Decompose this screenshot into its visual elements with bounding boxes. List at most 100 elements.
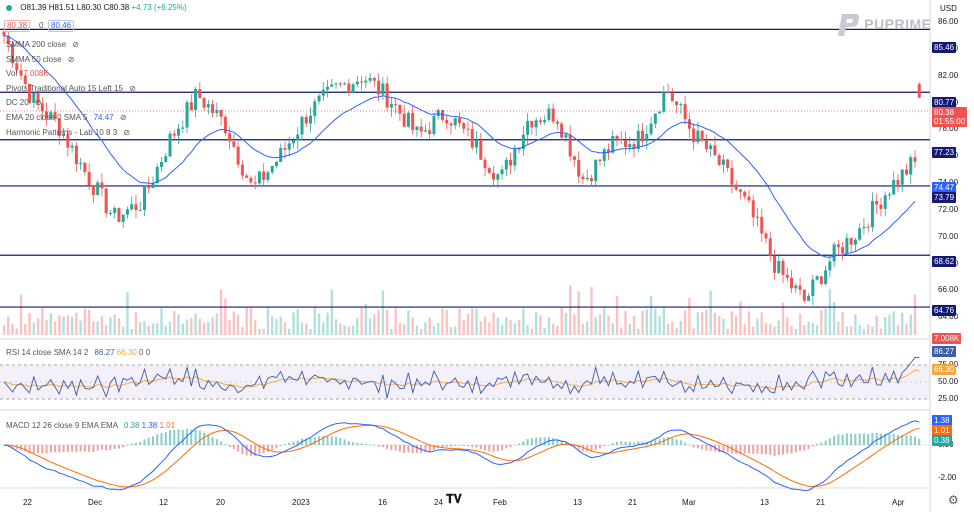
visibility-toggle-icon[interactable]: ⊘ <box>32 98 42 108</box>
price-tick-label: 66.00 <box>938 285 959 295</box>
buy-price-button[interactable]: 80.46 <box>48 20 75 32</box>
candle-body <box>649 123 653 134</box>
candle-body <box>228 133 232 142</box>
visibility-toggle-icon[interactable]: ⊘ <box>65 54 75 64</box>
macd-histogram-bar <box>88 445 91 452</box>
volume-bar <box>773 326 776 335</box>
candle-body <box>385 83 389 108</box>
indicator-legend-item[interactable]: SMMA 50 close ⊘ <box>6 55 75 64</box>
macd-histogram-bar <box>258 445 261 455</box>
candle-body <box>858 228 862 240</box>
macd-histogram-bar <box>773 445 776 456</box>
volume-bar <box>75 312 78 335</box>
macd-histogram-bar <box>237 445 240 452</box>
candle-body <box>317 95 321 102</box>
volume-bar <box>424 322 427 335</box>
macd-histogram-bar <box>820 442 823 445</box>
macd-histogram-bar <box>692 445 695 448</box>
visibility-toggle-icon[interactable]: ⊘ <box>126 83 136 93</box>
candle-body <box>23 75 27 84</box>
rsi-legend-v1: 86.27 <box>94 348 115 357</box>
candle-body <box>40 103 44 112</box>
volume-bar <box>219 289 223 335</box>
volume-bar <box>649 295 653 335</box>
candle-body <box>398 104 402 114</box>
volume-bar <box>317 313 321 335</box>
visibility-toggle-icon[interactable]: ⊘ <box>121 127 131 137</box>
macd-histogram-bar <box>888 434 891 445</box>
volume-bar <box>441 308 444 335</box>
candle-body <box>232 141 236 147</box>
macd-histogram-bar <box>526 439 529 445</box>
macd-histogram-bar <box>309 437 312 445</box>
volume-bar <box>705 309 708 335</box>
macd-histogram-bar <box>313 436 316 445</box>
indicator-legend-item[interactable]: Vol 7.008K <box>6 69 49 78</box>
candle-body <box>500 169 504 175</box>
candle-body <box>870 201 874 228</box>
volume-bar <box>888 314 891 335</box>
macd-series <box>3 420 921 492</box>
indicator-legend-item[interactable]: SMMA 200 close ⊘ <box>6 40 79 49</box>
volume-bar <box>475 308 478 335</box>
macd-histogram-bar <box>807 445 810 450</box>
volume-bar <box>330 289 333 335</box>
candle-body <box>662 91 666 112</box>
candle-body <box>45 111 49 119</box>
candle-body <box>313 101 317 116</box>
time-tick-label: 21 <box>816 498 825 507</box>
settings-gear-icon[interactable]: ⚙ <box>948 493 959 507</box>
candle-body <box>619 139 623 141</box>
level-label-80-77: 80.77 <box>932 97 957 108</box>
volume-bar <box>505 317 508 335</box>
candle-body <box>883 195 887 209</box>
volume-bar <box>496 317 500 335</box>
macd-histogram-bar <box>305 438 308 445</box>
candle-body <box>423 130 427 132</box>
volume-bar <box>360 308 363 335</box>
visibility-toggle-icon[interactable]: ⊘ <box>70 40 79 49</box>
candle-body <box>194 89 198 110</box>
sell-price-button[interactable]: 80.38 <box>4 20 31 32</box>
volume-bar <box>24 324 27 335</box>
macd-histogram-bar <box>160 432 163 445</box>
macd-histogram-bar <box>616 441 619 445</box>
volume-bar <box>688 297 691 335</box>
visibility-toggle-icon[interactable]: ⊘ <box>117 113 127 122</box>
volume-bar <box>803 325 806 335</box>
macd-histogram-bar <box>620 441 623 445</box>
candle-body <box>492 172 496 180</box>
macd-histogram-bar <box>458 445 461 446</box>
candle-body <box>853 239 857 245</box>
volume-bar <box>556 325 559 335</box>
candle-body <box>181 127 185 129</box>
macd-histogram-bar <box>484 445 487 451</box>
macd-histogram-bar <box>360 443 363 445</box>
macd-histogram-bar <box>352 442 355 445</box>
volume-bar <box>407 310 410 335</box>
volume-bar <box>326 312 329 335</box>
indicator-legend-item[interactable]: DC 20 ⊘ <box>6 98 42 107</box>
indicator-legend-item[interactable]: EMA 20 close 0 SMA 5 74.47 ⊘ <box>6 113 127 122</box>
macd-histogram-bar <box>381 445 384 448</box>
macd-histogram-bar <box>403 445 406 453</box>
volume-bar <box>879 328 883 335</box>
macd-histogram-bar <box>718 445 721 453</box>
indicator-legend-item[interactable]: Pivots Traditional Auto 15 Left 15 ⊘ <box>6 84 136 93</box>
macd-histogram-bar <box>671 438 674 445</box>
macd-line <box>3 420 920 492</box>
time-tick-label: Feb <box>493 498 507 507</box>
volume-bar <box>760 312 763 335</box>
macd-histogram-bar <box>343 439 346 445</box>
volume-bar <box>781 302 785 335</box>
volume-bar <box>513 323 517 335</box>
volume-bar <box>249 308 253 335</box>
macd-histogram-bar <box>147 437 150 445</box>
volume-bar <box>713 312 717 335</box>
macd-tick-label: -2.00 <box>938 473 957 482</box>
macd-histogram-bar <box>688 444 691 446</box>
currency-label[interactable]: USD <box>940 4 957 13</box>
indicator-legend-item[interactable]: Harmonic Patterns - Lab 10 8 3 ⊘ <box>6 128 130 137</box>
level-label-68-62: 68.62 <box>932 256 957 267</box>
candle-body <box>785 274 789 278</box>
